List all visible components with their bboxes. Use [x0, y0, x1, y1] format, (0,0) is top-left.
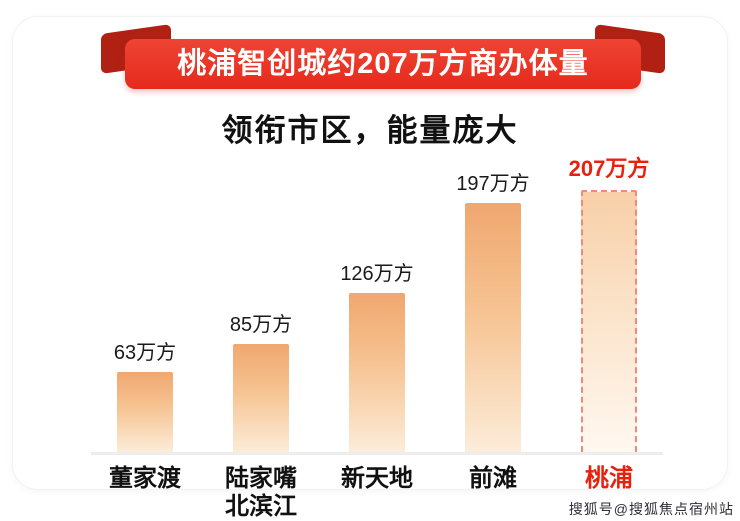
watermark-text: 搜狐号@搜狐焦点宿州站: [568, 501, 734, 517]
category-lujiazui: 陆家嘴 北滨江: [225, 465, 297, 520]
bar-lujiazui: [233, 344, 289, 452]
bar-taopu: [581, 190, 637, 452]
bar-chart: 63万方 85万方 126万方 197万方 207万方: [91, 156, 663, 455]
bar-value-label: 85万方: [229, 314, 293, 336]
category-qiantan: 前滩: [469, 465, 517, 492]
chart-subtitle: 领衔市区，能量庞大: [221, 113, 519, 148]
bar-qiantan: [465, 203, 521, 452]
bar-group-taopu-highlighted: 207万方: [555, 151, 663, 452]
category-labels: 董家渡 陆家嘴 北滨江 新天地 前滩 桃浦: [91, 465, 663, 520]
bar-xintiandi: [349, 293, 405, 452]
bar-value-label: 126万方: [340, 263, 414, 285]
chart-card: 桃浦智创城约207万方商办体量 领衔市区，能量庞大 63万方 85万方 126万…: [12, 16, 728, 520]
ribbon-banner: 桃浦智创城约207万方商办体量: [13, 24, 740, 97]
bar-value-label: 197万方: [456, 173, 530, 195]
bar-dongjiadu: [117, 372, 173, 452]
category-dongjiadu: 董家渡: [109, 465, 181, 492]
banner-title: 桃浦智创城约207万方商办体量: [125, 39, 641, 89]
bar-group-xintiandi: 126万方: [323, 257, 431, 452]
category-xintiandi: 新天地: [341, 465, 413, 492]
bar-value-label: 63万方: [113, 342, 177, 364]
bar-group-lujiazui: 85万方: [207, 308, 315, 452]
category-taopu: 桃浦: [585, 465, 633, 492]
bar-group-qiantan: 197万方: [439, 167, 547, 452]
bar-group-dongjiadu: 63万方: [91, 336, 199, 452]
bar-value-label-highlight: 207万方: [568, 156, 650, 181]
